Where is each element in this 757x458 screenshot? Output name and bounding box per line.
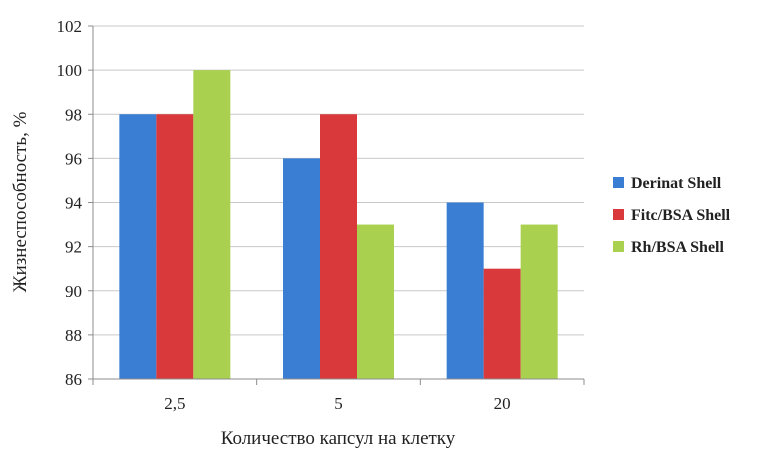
bar bbox=[156, 114, 194, 379]
y-tick-label: 94 bbox=[65, 194, 83, 213]
y-tick-label: 92 bbox=[65, 238, 82, 257]
axes bbox=[88, 25, 585, 385]
bar bbox=[119, 114, 157, 379]
y-tick-label: 96 bbox=[65, 149, 82, 168]
legend-label: Derinat Shell bbox=[631, 175, 722, 192]
y-tick-labels: 86 88 90 92 94 96 98 100 102 bbox=[57, 17, 83, 389]
y-tick-label: 100 bbox=[57, 61, 83, 80]
bar bbox=[320, 114, 357, 379]
bar bbox=[357, 224, 394, 379]
legend-swatch bbox=[613, 209, 624, 220]
x-tick-label: 5 bbox=[334, 394, 343, 413]
bar bbox=[193, 70, 231, 379]
legend-swatch bbox=[613, 177, 624, 188]
y-tick-label: 98 bbox=[65, 105, 82, 124]
legend: Derinat Shell Fitc/BSA Shell Rh/BSA Shell bbox=[613, 175, 731, 256]
x-tick-labels: 2,5 5 20 bbox=[164, 394, 510, 413]
y-axis-title: Жизнеспособность, % bbox=[10, 111, 31, 292]
y-tick-label: 88 bbox=[65, 326, 82, 345]
y-tick-label: 86 bbox=[65, 370, 82, 389]
bar bbox=[520, 224, 558, 379]
y-tick-label: 102 bbox=[57, 17, 83, 36]
x-tick-label: 2,5 bbox=[164, 394, 185, 413]
bar bbox=[483, 268, 521, 379]
legend-label: Fitc/BSA Shell bbox=[631, 207, 731, 224]
bar bbox=[446, 202, 484, 379]
bar bbox=[283, 158, 320, 379]
x-tick-label: 20 bbox=[494, 394, 511, 413]
y-tick-label: 90 bbox=[65, 282, 82, 301]
legend-label: Rh/BSA Shell bbox=[631, 239, 724, 256]
bars-group bbox=[119, 70, 558, 379]
x-axis-title: Количество капсул на клетку bbox=[221, 428, 456, 449]
legend-swatch bbox=[613, 241, 624, 252]
